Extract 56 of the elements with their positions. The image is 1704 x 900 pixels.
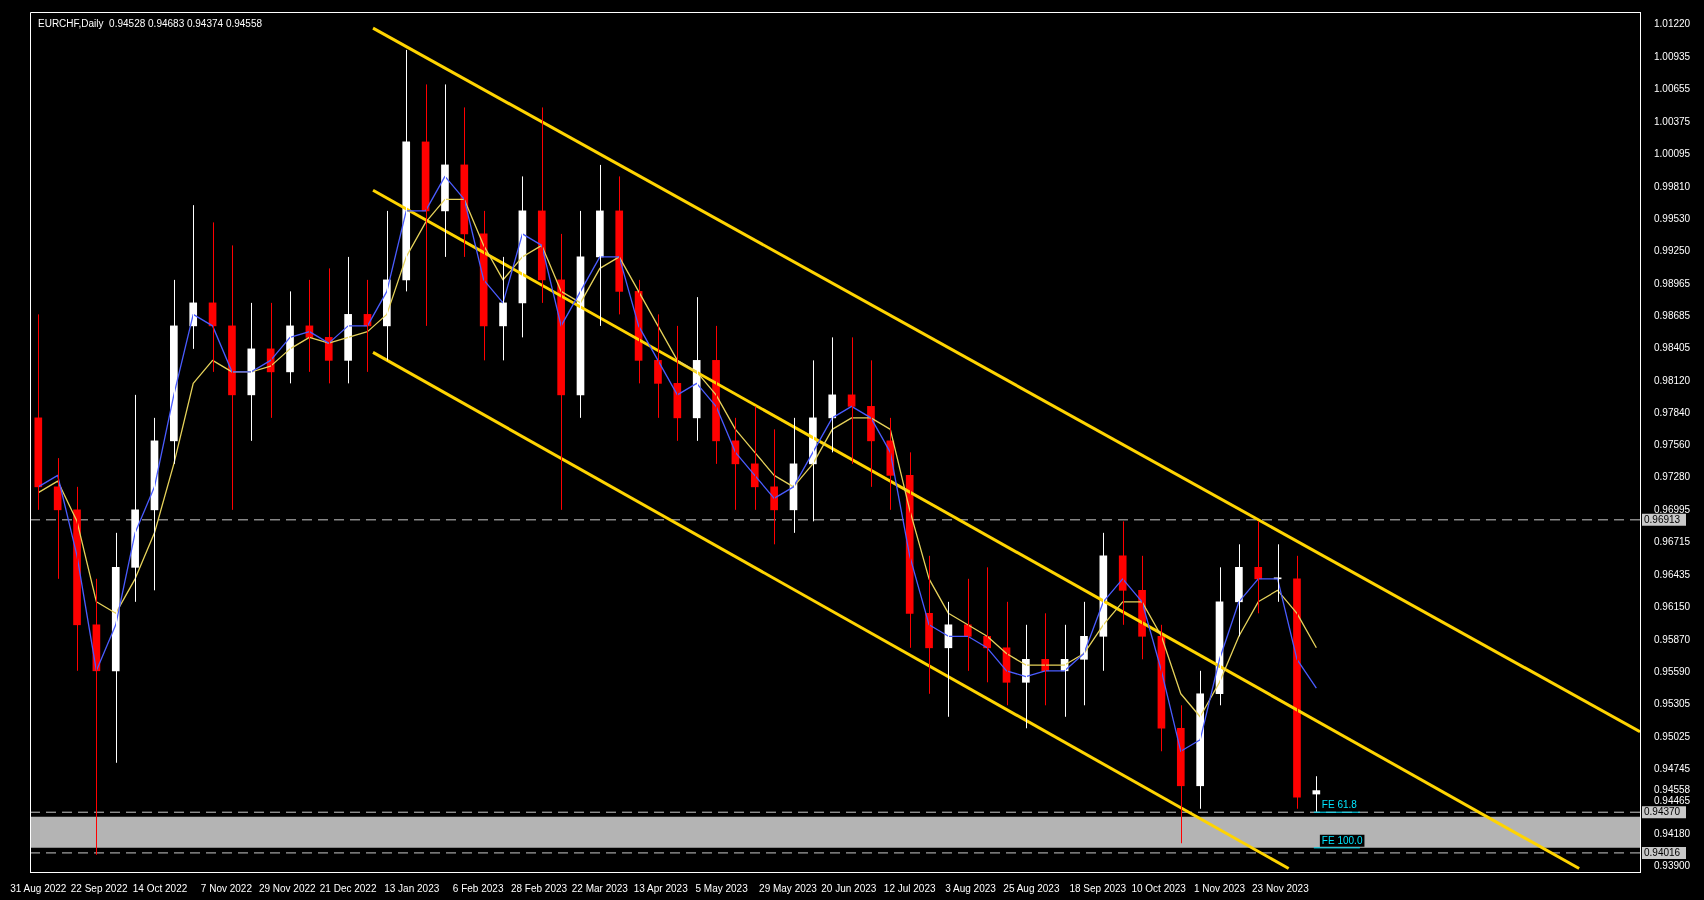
candlestick	[34, 313, 43, 511]
y-tick-label: 0.98965	[1654, 277, 1691, 289]
y-tick-label: 0.96715	[1654, 536, 1691, 548]
y-tick-label: 0.95305	[1654, 698, 1691, 710]
y-tick-label: 0.95870	[1654, 633, 1691, 645]
x-tick-label: 10 Oct 2023	[1131, 882, 1187, 894]
x-tick-label: 14 Oct 2022	[132, 882, 188, 894]
y-tick-label: 0.96150	[1654, 601, 1691, 613]
x-tick-label: 25 Aug 2023	[1003, 882, 1060, 894]
y-tick-label: 0.94465	[1654, 795, 1691, 807]
y-tick-label: 1.00655	[1654, 83, 1691, 95]
x-tick-label: 22 Mar 2023	[571, 882, 629, 894]
y-tick-label: 0.99250	[1654, 244, 1691, 256]
x-tick-label: 5 May 2023	[695, 882, 749, 894]
y-tick-label: 0.96435	[1654, 568, 1691, 580]
x-tick-label: 13 Jan 2023	[384, 882, 440, 894]
y-tick-label: 1.01220	[1654, 18, 1691, 30]
x-tick-label: 29 Nov 2022	[258, 882, 317, 894]
y-tick-label: 0.94180	[1654, 827, 1691, 839]
y-tick-label: 0.95025	[1654, 730, 1691, 742]
x-tick-label: 3 Aug 2023	[945, 882, 997, 894]
x-tick-label: 1 Nov 2023	[1193, 882, 1246, 894]
ref-line-label: 0.96913	[1644, 513, 1681, 525]
y-tick-label: 0.93900	[1654, 860, 1691, 871]
annotation: FE 100.0	[1321, 834, 1363, 846]
x-tick-label: 21 Dec 2022	[319, 882, 377, 894]
ref-line-label: 0.94370	[1644, 805, 1681, 817]
y-tick-label: 1.00095	[1654, 147, 1691, 159]
x-tick-label: 28 Feb 2023	[510, 882, 568, 894]
y-tick-label: 0.95590	[1654, 665, 1691, 677]
text: EURCHF,Daily 0.94528 0.94683 0.94374 0.94558	[38, 17, 263, 29]
y-tick-label: 0.94745	[1654, 762, 1691, 774]
x-tick-label: 6 Feb 2023	[452, 882, 504, 894]
y-tick-label: 0.99530	[1654, 212, 1691, 224]
y-tick-label: 0.99810	[1654, 180, 1691, 192]
y-tick-label: 0.96995	[1654, 504, 1691, 516]
x-tick-label: 7 Nov 2022	[200, 882, 253, 894]
x-tick-label: 12 Jul 2023	[883, 882, 936, 894]
x-tick-label: 23 Nov 2023	[1252, 882, 1310, 894]
y-tick-label: 0.97280	[1654, 471, 1691, 483]
y-tick-label: 0.98685	[1654, 309, 1691, 321]
x-tick-label: 18 Sep 2023	[1069, 882, 1127, 894]
x-tick-label: 29 May 2023	[759, 882, 818, 894]
x-tick-label: 22 Sep 2022	[70, 882, 128, 894]
y-tick-label: 0.98120	[1654, 374, 1691, 386]
y-tick-label: 0.94558	[1654, 784, 1691, 796]
x-tick-label: 20 Jun 2023	[821, 882, 877, 894]
y-tick-label: 0.98405	[1654, 342, 1691, 354]
x-tick-label: 31 Aug 2022	[10, 882, 67, 894]
y-tick-label: 1.00375	[1654, 115, 1691, 127]
y-tick-label: 0.97560	[1654, 439, 1691, 451]
y-tick-label: 0.97840	[1654, 407, 1691, 419]
annotation: FE 61.8	[1321, 798, 1358, 810]
ref-line-label: 0.94016	[1644, 846, 1681, 858]
x-tick-label: 13 Apr 2023	[633, 882, 689, 894]
y-tick-label: 1.00935	[1654, 51, 1691, 63]
